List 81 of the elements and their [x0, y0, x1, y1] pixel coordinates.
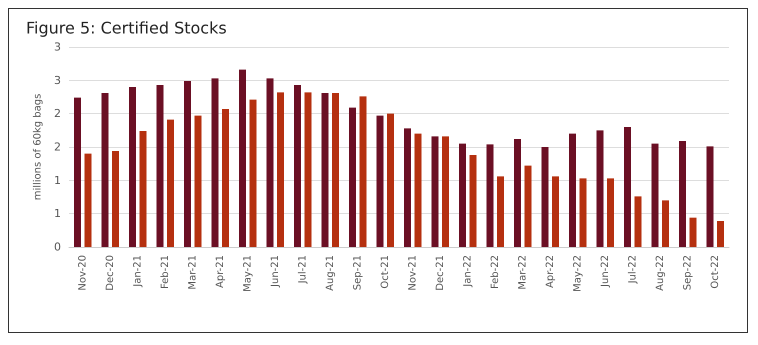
y-tick-label: 2: [54, 140, 61, 154]
x-tick-label: Mar-21: [187, 255, 198, 290]
x-tick-label: Oct-22: [710, 255, 721, 289]
bar: [266, 78, 274, 247]
bar: [167, 120, 174, 247]
bar: [414, 134, 422, 247]
bar: [459, 144, 466, 247]
x-tick-label: Apr-22: [544, 255, 556, 288]
bar: [569, 134, 576, 247]
bar: [84, 154, 92, 247]
bar: [524, 166, 532, 247]
y-tick-label: 3: [54, 40, 61, 54]
y-tick-label: 1: [54, 207, 61, 220]
x-tick-label: Jun-21: [270, 255, 281, 288]
x-tick-label: Feb-21: [160, 255, 171, 290]
bar: [250, 100, 256, 247]
y-tick-label: 0: [54, 240, 61, 254]
x-tick-label: May-22: [572, 255, 584, 292]
bar: [432, 136, 438, 247]
bar: [294, 85, 301, 247]
bar: [376, 116, 384, 247]
x-tick-label: Jan-21: [132, 255, 144, 288]
bar: [239, 70, 246, 247]
bar: [322, 93, 328, 247]
x-tick-label: Jan-22: [462, 255, 474, 288]
bar: [349, 108, 356, 247]
bar: [387, 114, 394, 247]
bar: [140, 131, 146, 247]
bar: [74, 98, 81, 247]
bar: [486, 144, 494, 247]
bar: [360, 96, 366, 247]
bar: [184, 81, 191, 247]
x-tick-label: Mar-22: [517, 255, 528, 290]
bar: [552, 176, 559, 247]
bar: [194, 116, 202, 247]
bar: [442, 136, 449, 247]
x-tick-label: Aug-21: [324, 255, 336, 291]
chart-title: Figure 5: Certified Stocks: [26, 18, 227, 38]
bar: [514, 139, 521, 247]
bar: [332, 93, 339, 247]
bar: [542, 147, 548, 247]
x-tick-label: Apr-21: [214, 255, 226, 288]
bar: [404, 128, 411, 247]
bar: [129, 87, 136, 247]
bar: [580, 178, 586, 247]
x-tick-label: Jul-21: [297, 255, 308, 284]
bar: [304, 92, 312, 247]
bar: [706, 146, 714, 247]
x-tick-label: Feb-22: [490, 255, 501, 290]
x-tick-label: Nov-21: [407, 255, 418, 291]
bar: [662, 200, 669, 247]
y-tick-label: 2: [54, 107, 61, 120]
bar: [112, 151, 119, 247]
x-tick-label: Aug-22: [654, 255, 666, 291]
bar: [596, 130, 604, 247]
bar: [212, 78, 218, 247]
bar: [690, 218, 696, 247]
bar: [607, 178, 614, 247]
x-tick-label: Dec-20: [104, 255, 116, 291]
bar: [102, 93, 108, 247]
x-tick-label: Dec-21: [434, 255, 446, 291]
bar: [156, 85, 164, 247]
x-tick-label: May-21: [242, 255, 254, 292]
bar: [277, 92, 284, 247]
bar: [624, 127, 631, 247]
bar: [470, 155, 476, 247]
bar: [717, 221, 724, 247]
x-tick-label: Sep-22: [682, 255, 694, 290]
bar: [652, 144, 658, 247]
x-tick-label: Oct-21: [380, 255, 391, 289]
x-tick-label: Nov-20: [77, 255, 88, 291]
bar: [222, 109, 229, 247]
bar: [497, 176, 504, 247]
y-axis-title: millions of 60kg bags: [32, 94, 44, 200]
bar: [634, 196, 642, 247]
y-tick-label: 1: [54, 174, 61, 187]
y-tick-label: 3: [54, 74, 61, 87]
x-tick-label: Jun-22: [600, 255, 611, 288]
bar: [679, 141, 686, 247]
x-tick-label: Jul-22: [627, 255, 638, 284]
x-tick-label: Sep-21: [352, 255, 364, 290]
